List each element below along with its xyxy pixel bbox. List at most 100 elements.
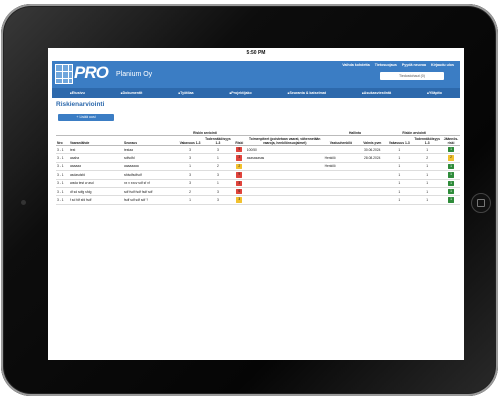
table-cell: test — [68, 145, 124, 155]
column-header: Vakavuus 1-3 — [386, 135, 413, 146]
table-cell: 1 — [203, 179, 233, 188]
table-cell: 1 — [177, 195, 203, 205]
nav-item[interactable]: Etusivu — [70, 91, 85, 95]
table-cell: 3 — [232, 195, 246, 205]
table-row[interactable]: 3 - 1 aaaaaa aaaaaaaa 1 2 2 Henkilö 1 1 1 — [56, 162, 460, 172]
nav-item[interactable]: Seuranta & katselmat — [288, 91, 326, 95]
nav-bar: Etusivu Dokumentit Työtilaa Projektijako Seu… — [52, 88, 460, 98]
table-row[interactable]: 3 - 1 test testaa 3 3 9 100/50 30.06.2024 1 1 1 — [56, 145, 460, 155]
nav-item[interactable]: Dokumentit — [121, 91, 143, 95]
table-cell: aaaaaaaa — [123, 162, 178, 172]
top-link[interactable]: Pyydä neuvoa — [401, 63, 427, 67]
status-time: 5:50 PM — [48, 48, 464, 59]
table-cell: 1 — [412, 162, 443, 172]
group-header: Riskin arviointi — [177, 130, 233, 136]
table-cell: 3 - 1 — [56, 195, 69, 205]
table-cell — [358, 195, 387, 205]
residual-chip: 1 — [448, 163, 455, 170]
nav-item[interactable]: Ylläpito — [427, 91, 442, 95]
add-button[interactable]: + Lisää uusi — [58, 114, 114, 121]
table-cell: 1 — [442, 195, 460, 205]
logo[interactable]: PRO — [55, 63, 109, 84]
app-header: PRO Planium Oy Vaihda kohdetta Tietosuoja… — [52, 61, 460, 88]
table-cell: 1 — [386, 153, 413, 163]
column-header: Vaaranlähde — [68, 135, 124, 146]
table-cell: asdasdsfd — [68, 170, 124, 180]
table-cell — [358, 162, 387, 172]
table-cell: 9 — [232, 145, 246, 155]
residual-chip: 1 — [448, 188, 455, 195]
search-box[interactable]: Tiedostohaut (0) — [380, 72, 444, 80]
residual-chip: 1 — [448, 197, 455, 203]
table-row[interactable]: 3 - 1 asdasdsfd sfdsdfsdfsdf 3 3 9 1 1 1 — [56, 170, 460, 180]
table-cell: 3 - 1 — [56, 179, 69, 188]
table-cell — [245, 195, 324, 205]
table-cell: 3 - 1 — [56, 153, 69, 163]
risk-chip: 9 — [236, 146, 243, 153]
table-cell: 1 — [412, 179, 443, 188]
table-cell: sdfsdfd — [123, 153, 178, 163]
table-cell: sdf fsdf fsdf fsdf sdf — [123, 187, 178, 197]
table-cell: 3 — [177, 153, 203, 163]
screen: 5:50 PM PRO Planium Oy Vaihda kohdetta Ti… — [48, 48, 464, 360]
home-button[interactable] — [471, 193, 491, 213]
column-header: Riski — [232, 135, 246, 146]
table-cell: 3 - 1 — [56, 170, 69, 180]
nav-item[interactable]: Projektijako — [229, 91, 251, 95]
table-cell: df sd sdfg sfdg — [68, 187, 124, 197]
page-title: Riskienarviointi — [56, 101, 105, 108]
top-link[interactable]: Vaihda kohdetta — [342, 63, 370, 67]
table-cell: Henkilö — [323, 153, 359, 163]
table-cell: 28.08.2024 — [358, 153, 387, 163]
table-cell: 1 — [442, 179, 460, 188]
table-cell: 100/50 — [245, 145, 324, 155]
table-cell: 3 — [177, 179, 203, 188]
risk-chip: 2 — [236, 163, 243, 170]
table-cell: 30.06.2024 — [358, 145, 387, 155]
logo-grid — [55, 64, 73, 84]
table-cell: testaa — [123, 145, 178, 155]
table-cell — [245, 162, 324, 172]
table-cell: 1 — [412, 145, 443, 155]
column-header: Todennäköisyys 1-3 — [412, 135, 443, 146]
table-cell: 2 — [442, 153, 460, 163]
table-row[interactable]: 3 - 1 df sd sdfg sfdg sdf fsdf fsdf fsdf s… — [56, 187, 460, 197]
table-cell: 1 — [177, 162, 203, 172]
table-cell: aaaha — [68, 153, 124, 163]
table-cell: asasasasas — [245, 153, 324, 163]
camera — [21, 200, 26, 205]
top-links: Vaihda kohdetta Tietosuojaus Pyydä neuvoa K… — [342, 63, 454, 67]
table-cell: 1 — [442, 187, 460, 197]
top-link[interactable]: Kirjaudu ulos — [431, 63, 454, 67]
logo-text: PRO — [74, 63, 109, 82]
risk-chip: 9 — [236, 172, 243, 178]
column-header: Nro — [56, 135, 69, 146]
column-header: Vakavuus 1-3 — [177, 135, 203, 146]
table-row[interactable]: 3 - 1 aaaha sdfsdfd 3 1 3 asasasasas Henkilö 28.… — [56, 153, 460, 163]
table-cell: 3 - 1 — [56, 145, 69, 155]
residual-chip: 1 — [448, 180, 455, 186]
table-cell: xx v xxcv sdf sf xf — [123, 179, 178, 188]
table-cell: 1 — [442, 162, 460, 172]
table-cell: 1 — [412, 170, 443, 180]
nav-item[interactable]: Työtilaa — [178, 91, 193, 95]
risk-chip: 3 — [236, 155, 243, 161]
table-cell: 3 — [232, 179, 246, 188]
table-cell: 2 — [203, 162, 233, 172]
table-cell: 3 — [203, 195, 233, 205]
table-cell: 1 — [386, 195, 413, 205]
table-cell — [323, 195, 359, 205]
table-cell: 1 — [386, 187, 413, 197]
table-cell: 3 — [203, 170, 233, 180]
table-cell: 1 — [203, 153, 233, 163]
table-row[interactable]: 3 - 1 wada test w asd xx v xxcv sdf sf xf 3… — [56, 179, 460, 188]
table-cell: 3 — [177, 145, 203, 155]
table-cell: 1 — [386, 170, 413, 180]
residual-chip: 1 — [448, 172, 455, 178]
table-cell: fsdf sdf sdf sdf ? — [123, 195, 178, 205]
nav-item[interactable]: Asukasviestintä — [362, 91, 391, 95]
group-header: Hallinta — [323, 130, 387, 136]
top-link[interactable]: Tietosuojaus — [374, 63, 397, 67]
table-cell: 2 — [412, 153, 443, 163]
